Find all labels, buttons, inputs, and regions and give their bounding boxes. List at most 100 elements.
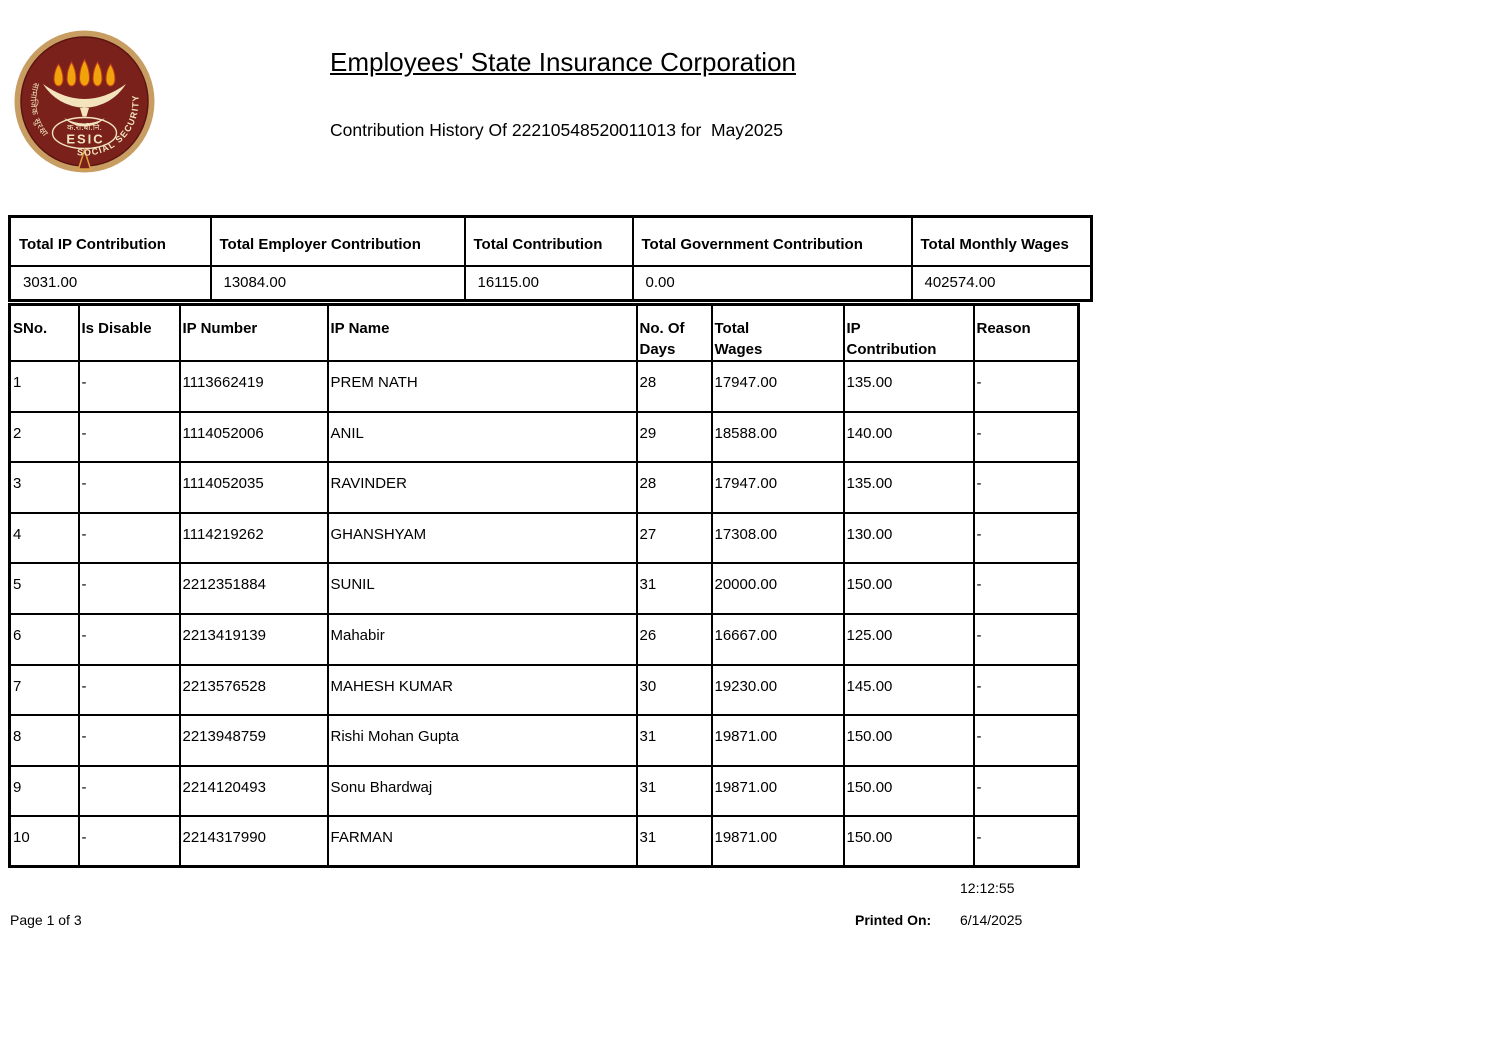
- table-cell: -: [972, 815, 1080, 868]
- table-row: 8-2213948759 Rishi Mohan Gupta 31 19871.00 1…: [8, 714, 1080, 767]
- table-cell: 26: [635, 612, 713, 666]
- table-row: 9-2214120493 Sonu Bhardwaj 31 19871.00 150.0…: [8, 764, 1080, 818]
- table-cell: 145.00: [842, 663, 975, 717]
- print-time: 12:12:55: [960, 880, 1015, 896]
- printed-on-date: 6/14/2025: [960, 912, 1023, 928]
- summary-value: 16115.00: [463, 264, 634, 302]
- column-header: Total Government Contribution: [631, 215, 913, 267]
- column-header: IP Contribution: [842, 303, 975, 362]
- table-cell: 29: [635, 410, 713, 464]
- lamp-icon: [43, 84, 126, 127]
- table-row: 10-2214317990 FARMAN 31 19871.00 150.00-: [8, 815, 1080, 868]
- table-cell: 31: [635, 714, 713, 767]
- flames-icon: [53, 58, 116, 87]
- table-cell: 2213419139: [178, 612, 329, 666]
- page-number-label: Page 1 of 3: [10, 912, 82, 928]
- table-row: 6-2213419139 Mahabir 26 16667.00 125.00-: [8, 612, 1080, 666]
- column-header: IP Name: [326, 303, 638, 362]
- table-cell: GHANSHYAM: [326, 511, 638, 565]
- table-cell: 2213576528: [178, 663, 329, 717]
- table-cell: -: [972, 663, 1080, 717]
- table-cell: 1113662419: [178, 360, 329, 413]
- table-cell: 150.00: [842, 562, 975, 615]
- table-cell: 3: [8, 461, 80, 514]
- table-cell: 4: [8, 511, 80, 565]
- table-cell: 5: [8, 562, 80, 615]
- table-cell: -: [77, 410, 181, 464]
- table-cell: 2213948759: [178, 714, 329, 767]
- table-cell: -: [972, 410, 1080, 464]
- esic-logo: क.रा.बी.नि. ESIC SOCIAL SECURITY सामाजिक…: [14, 30, 155, 173]
- column-header: Reason: [972, 303, 1080, 362]
- table-cell: -: [77, 663, 181, 717]
- table-cell: -: [77, 360, 181, 413]
- table-cell: 1114219262: [178, 511, 329, 565]
- table-cell: 28: [635, 461, 713, 514]
- logo-hindi-abbr: क.रा.बी.नि.: [67, 122, 102, 132]
- table-cell: 17947.00: [710, 360, 845, 413]
- table-cell: 2212351884: [178, 562, 329, 615]
- table-cell: PREM NATH: [326, 360, 638, 413]
- column-header: Total IP Contribution: [8, 215, 212, 267]
- table-cell: 17308.00: [710, 511, 845, 565]
- table-cell: 19871.00: [710, 764, 845, 818]
- column-header: No. Of Days: [635, 303, 713, 362]
- column-header: Total Wages: [710, 303, 845, 362]
- table-cell: -: [77, 461, 181, 514]
- table-row: 5-2212351884 SUNIL 31 20000.00 150.00-: [8, 562, 1080, 615]
- table-cell: Mahabir: [326, 612, 638, 666]
- esic-emblem-icon: क.रा.बी.नि. ESIC SOCIAL SECURITY सामाजिक…: [14, 30, 155, 173]
- table-cell: FARMAN: [326, 815, 638, 868]
- table-cell: -: [77, 612, 181, 666]
- table-row: 3-1114052035 RAVINDER 28 17947.00 135.00-: [8, 461, 1080, 514]
- column-header: Total Contribution: [463, 215, 634, 267]
- printed-on-label: Printed On:: [855, 912, 932, 928]
- table-cell: -: [972, 511, 1080, 565]
- table-cell: -: [972, 360, 1080, 413]
- table-cell: -: [972, 461, 1080, 514]
- table-cell: -: [77, 714, 181, 767]
- table-row: 7-2213576528 MAHESH KUMAR 30 19230.00 145.00…: [8, 663, 1080, 717]
- table-cell: 135.00: [842, 360, 975, 413]
- page-title: Employees' State Insurance Corporation: [330, 47, 796, 77]
- table-cell: 19871.00: [710, 815, 845, 868]
- lamp-stand-icon: [77, 147, 92, 170]
- table-cell: 20000.00: [710, 562, 845, 615]
- table-cell: 30: [635, 663, 713, 717]
- table-cell: 31: [635, 562, 713, 615]
- table-cell: 1114052006: [178, 410, 329, 464]
- table-cell: 2214317990: [178, 815, 329, 868]
- table-cell: 10: [8, 815, 80, 868]
- column-header: Total Monthly Wages: [910, 215, 1093, 267]
- page-subtitle: Contribution History Of 2221054852001101…: [330, 120, 784, 140]
- table-cell: -: [972, 562, 1080, 615]
- table-cell: 17947.00: [710, 461, 845, 514]
- table-cell: 16667.00: [710, 612, 845, 666]
- table-cell: 9: [8, 764, 80, 818]
- detail-header-row: SNo. Is Disable IP Number IP Name No. Of Day…: [8, 303, 1080, 362]
- table-cell: 2214120493: [178, 764, 329, 818]
- table-cell: 7: [8, 663, 80, 717]
- table-row: 1-1113662419 PREM NATH 28 17947.00 135.00-: [8, 360, 1080, 413]
- table-cell: ANIL: [326, 410, 638, 464]
- table-cell: 27: [635, 511, 713, 565]
- table-cell: -: [972, 764, 1080, 818]
- table-cell: 135.00: [842, 461, 975, 514]
- column-header: SNo.: [8, 303, 80, 362]
- table-cell: -: [972, 612, 1080, 666]
- table-cell: -: [77, 764, 181, 818]
- table-cell: 1114052035: [178, 461, 329, 514]
- summary-value: 0.00: [631, 264, 913, 302]
- table-cell: -: [77, 562, 181, 615]
- table-cell: 6: [8, 612, 80, 666]
- table-cell: 150.00: [842, 714, 975, 767]
- summary-totals-table: Total IP Contribution Total Employer Con…: [8, 215, 1093, 302]
- table-cell: 18588.00: [710, 410, 845, 464]
- contribution-detail-table: SNo. Is Disable IP Number IP Name No. Of Day…: [8, 303, 1080, 869]
- table-cell: 1: [8, 360, 80, 413]
- table-cell: 19230.00: [710, 663, 845, 717]
- table-cell: 150.00: [842, 764, 975, 818]
- table-cell: 2: [8, 410, 80, 464]
- summary-value: 13084.00: [209, 264, 466, 302]
- table-cell: -: [77, 815, 181, 868]
